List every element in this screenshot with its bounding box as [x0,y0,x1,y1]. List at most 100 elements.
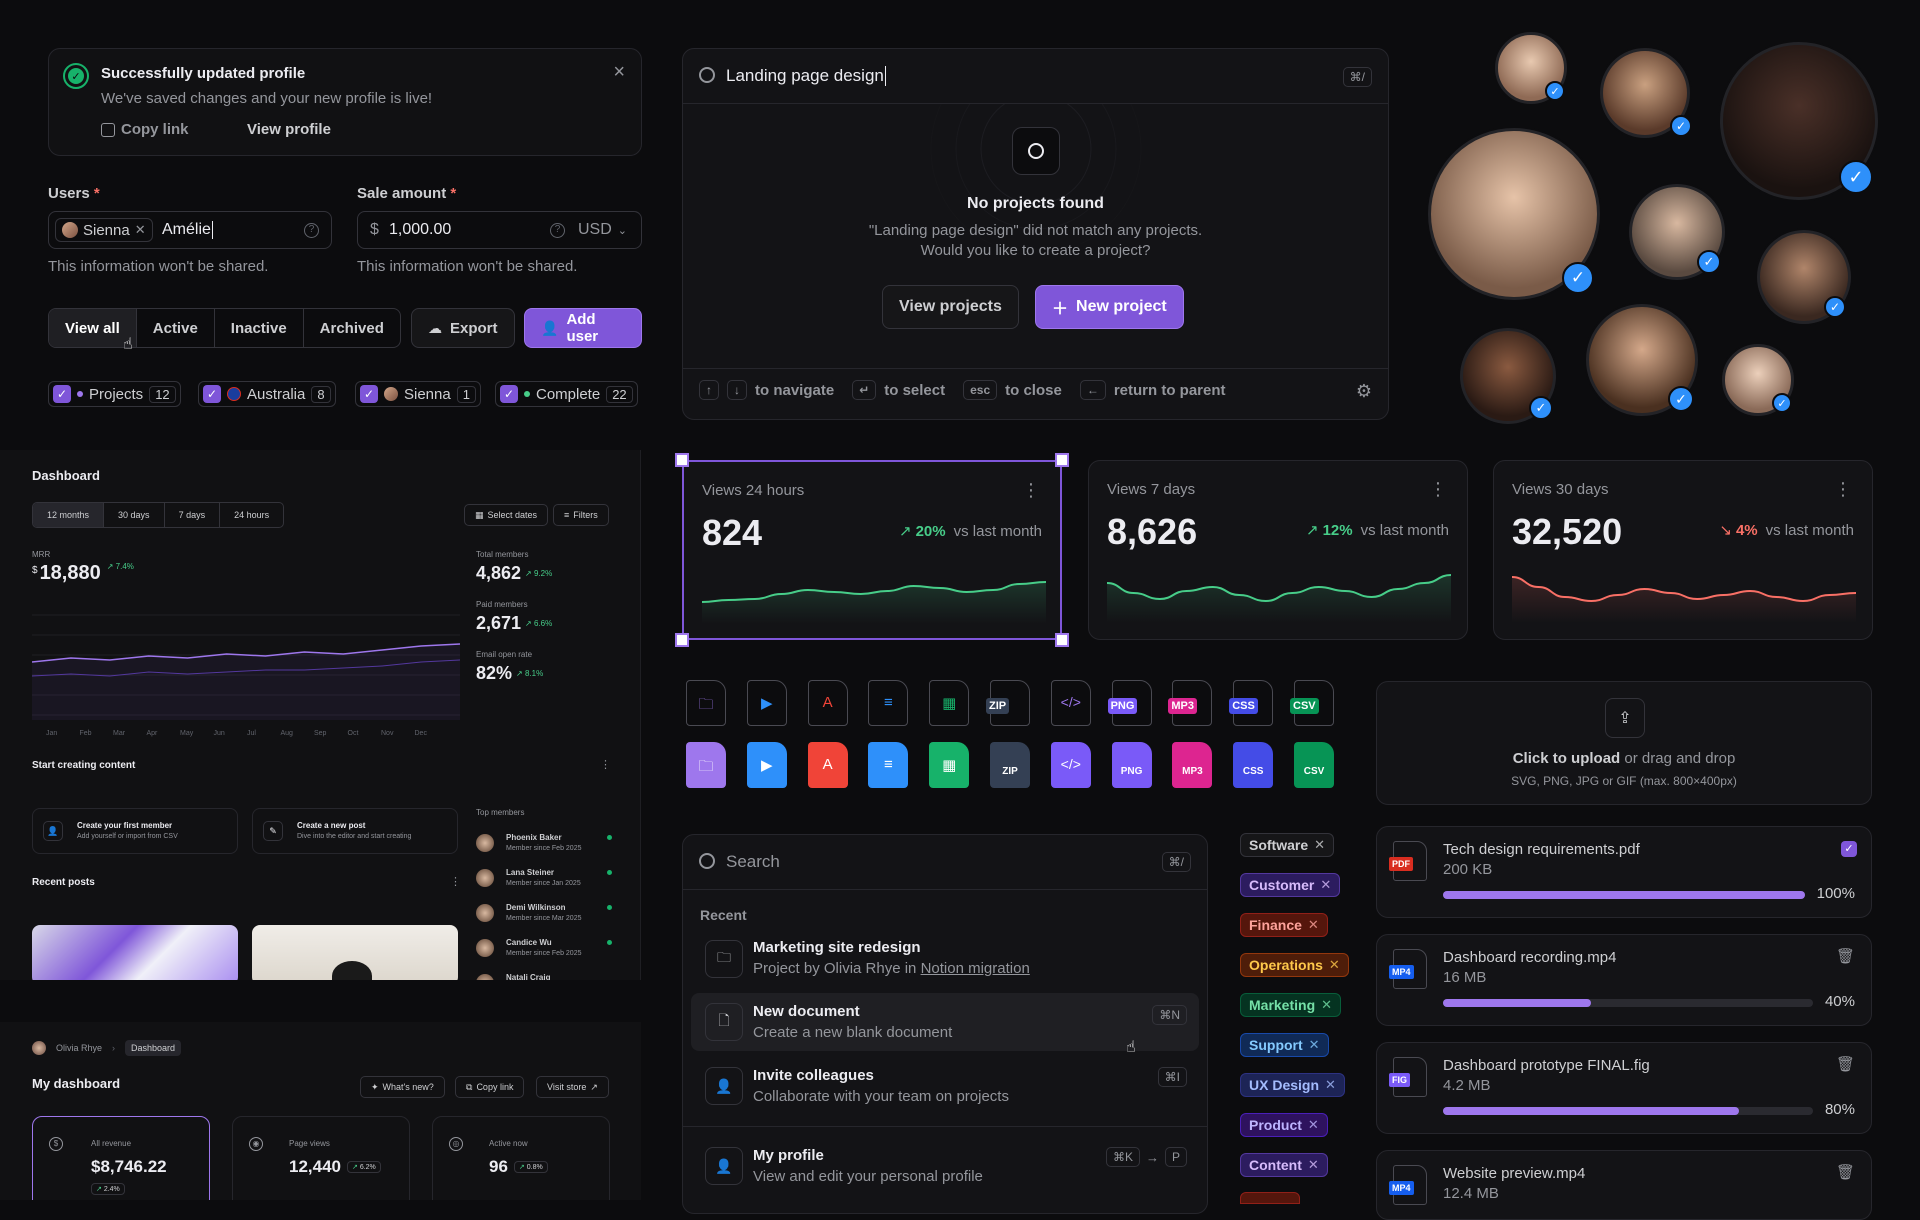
checkbox-checked[interactable]: ✓ [360,385,378,403]
action-card-create-member[interactable]: 👤 Create your first member Add yourself … [32,808,238,854]
menu-item-new-document[interactable]: 🗋 New document Create a new blank docume… [691,993,1199,1051]
filter-chip-sienna[interactable]: ✓ Sienna 1 [355,381,481,407]
breadcrumb-user[interactable]: Olivia Rhye [56,1043,103,1053]
menu-item-marketing-site[interactable]: 🗀 Marketing site redesign Project by Oli… [691,929,1199,987]
tag-software[interactable]: Software ✕ [1240,833,1335,857]
remove-tag-icon[interactable]: ✕ [1328,957,1340,972]
tab-active[interactable]: Active [137,309,215,347]
remove-tag-icon[interactable]: ✕ [1321,997,1333,1012]
remove-tag-icon[interactable]: ✕ [1314,837,1326,852]
remove-tag-icon[interactable]: ✕ [1320,877,1332,892]
notion-migration-link[interactable]: Notion migration [920,960,1030,977]
trash-icon[interactable]: 🗑 [1835,1164,1855,1181]
tag-support[interactable]: Support ✕ [1240,1033,1329,1057]
list-item[interactable]: Natali Craig [476,970,612,980]
visit-store-button[interactable]: Visit store ↗ [536,1076,609,1098]
post-image[interactable] [252,925,458,980]
more-vertical-icon[interactable]: ⋮ [1834,479,1852,499]
resize-handle[interactable] [675,633,689,647]
remove-chip-icon[interactable]: ✕ [134,222,146,237]
action-card-create-post[interactable]: ✎ Create a new post Dive into the editor… [252,808,458,854]
tab-7-days[interactable]: 7 days [165,503,221,527]
trash-icon[interactable]: 🗑 [1835,948,1855,965]
tag-operations[interactable]: Operations ✕ [1240,953,1349,977]
metric-card[interactable]: Views 7 days ⋮ 8,626 ↗ 12% vs last month [1088,460,1468,640]
filter-chip-projects[interactable]: ✓ Projects 12 [48,381,181,407]
checkbox-checked[interactable]: ✓ [500,385,518,403]
search-input[interactable]: Search [726,852,780,871]
filter-chip-complete[interactable]: ✓ Complete 22 [495,381,638,407]
list-item[interactable]: Lana Steiner Member since Jan 2025 [476,865,612,895]
file-upload-item[interactable]: FIG Dashboard prototype FINAL.fig 4.2 MB… [1376,1042,1872,1134]
breadcrumb-current[interactable]: Dashboard [125,1040,182,1056]
kpi-card[interactable]: $ All revenue $8,746.22 ↗ 2.4% [32,1116,210,1200]
remove-tag-icon[interactable]: ✕ [1308,1037,1320,1052]
view-projects-button[interactable]: View projects [882,285,1019,329]
remove-tag-icon[interactable]: ✕ [1325,1077,1336,1092]
whats-new-button[interactable]: ✦ What's new? [360,1076,445,1098]
close-icon[interactable]: × [613,61,625,83]
resize-handle[interactable] [1055,453,1069,467]
remove-tag-icon[interactable]: ✕ [1307,917,1319,932]
search-input[interactable]: Landing page design [726,66,886,86]
more-vertical-icon[interactable]: ⋮ [600,759,611,771]
sale-amount-input[interactable]: $ 1,000.00 ? USD ⌄ [357,211,642,249]
select-dates-button[interactable]: ▦ Select dates [464,504,549,526]
help-circle-icon[interactable]: ? [304,223,319,238]
currency-select[interactable]: USD ⌄ [578,221,627,239]
list-item[interactable]: Demi Wilkinson Member since Mar 2025 [476,900,612,930]
background-rings [930,104,1142,244]
chip-label: Sienna [404,385,451,403]
kpi-card[interactable]: ◉ Page views 12,440 ↗ 6.2% [232,1116,410,1200]
checkbox-checked[interactable]: ✓ [203,385,221,403]
copy-link-button[interactable]: ⧉ Copy link [455,1076,525,1098]
list-item[interactable]: Candice Wu Member since Feb 2025 [476,935,612,965]
upload-text: Click to upload or drag and drop [1377,750,1871,767]
file-upload-dropzone[interactable]: ⇪ Click to upload or drag and drop SVG, … [1376,681,1872,805]
resize-handle[interactable] [675,453,689,467]
tab-inactive[interactable]: Inactive [215,309,304,347]
help-circle-icon[interactable]: ? [550,223,565,238]
users-input[interactable]: Sienna ✕ Amélie ? [48,211,332,249]
more-vertical-icon[interactable]: ⋮ [1022,480,1040,500]
tab-30-days[interactable]: 30 days [104,503,165,527]
filter-chip-australia[interactable]: ✓ Australia 8 [198,381,336,407]
tab-12-months[interactable]: 12 months [33,503,105,527]
file-upload-item[interactable]: MP4 Website preview.mp4 12.4 MB 🗑 [1376,1150,1872,1220]
tag-content[interactable]: Content ✕ [1240,1153,1328,1177]
tag-product[interactable]: Product ✕ [1240,1113,1328,1137]
post-image[interactable] [32,925,238,980]
add-user-button[interactable]: 👤 Add user [524,308,642,348]
remove-tag-icon[interactable]: ✕ [1307,1117,1319,1132]
user-chip[interactable]: Sienna ✕ [55,218,153,242]
tag-finance[interactable]: Finance ✕ [1240,913,1328,937]
export-button[interactable]: ☁ Export [411,308,515,348]
filters-button[interactable]: ≡ Filters [553,504,609,526]
kpi-card[interactable]: ◎ Active now 96 ↗ 0.8% [432,1116,610,1200]
checkbox-checked[interactable]: ✓ [1841,841,1857,857]
remove-tag-icon[interactable]: ✕ [1307,1157,1319,1172]
copy-link-button[interactable]: Copy link [101,121,189,138]
checkbox-checked[interactable]: ✓ [53,385,71,403]
trash-icon[interactable]: 🗑 [1835,1056,1855,1073]
view-profile-button[interactable]: View profile [247,121,331,138]
list-item[interactable]: Phoenix Baker Member since Feb 2025 [476,830,612,860]
settings-icon[interactable]: ⚙ [1355,381,1372,401]
tab-view-all[interactable]: View all [49,309,137,347]
tab-24-hours[interactable]: 24 hours [234,510,270,520]
tag-marketing[interactable]: Marketing ✕ [1240,993,1342,1017]
metric-card[interactable]: Views 24 hours ⋮ 824 ↗ 20% vs last month [682,460,1062,640]
more-vertical-icon[interactable]: ⋮ [1429,479,1447,499]
tag-ux-design[interactable]: UX Design ✕ [1240,1073,1345,1097]
new-project-button[interactable]: ＋ New project [1035,285,1184,329]
metric-card[interactable]: Views 30 days ⋮ 32,520 ↘ 4% vs last mont… [1493,460,1873,640]
tag-customer[interactable]: Customer ✕ [1240,873,1341,897]
more-vertical-icon[interactable]: ⋮ [450,876,461,888]
menu-item-invite-colleagues[interactable]: 👤 Invite colleagues Collaborate with you… [691,1057,1199,1115]
tab-archived[interactable]: Archived [319,319,384,337]
click-to-upload-link[interactable]: Click to upload [1512,750,1621,767]
menu-item-my-profile[interactable]: 👤 My profile View and edit your personal… [691,1137,1199,1195]
file-upload-item[interactable]: PDF Tech design requirements.pdf 200 KB … [1376,826,1872,918]
file-upload-item[interactable]: MP4 Dashboard recording.mp4 16 MB 🗑 40% [1376,934,1872,1026]
resize-handle[interactable] [1055,633,1069,647]
